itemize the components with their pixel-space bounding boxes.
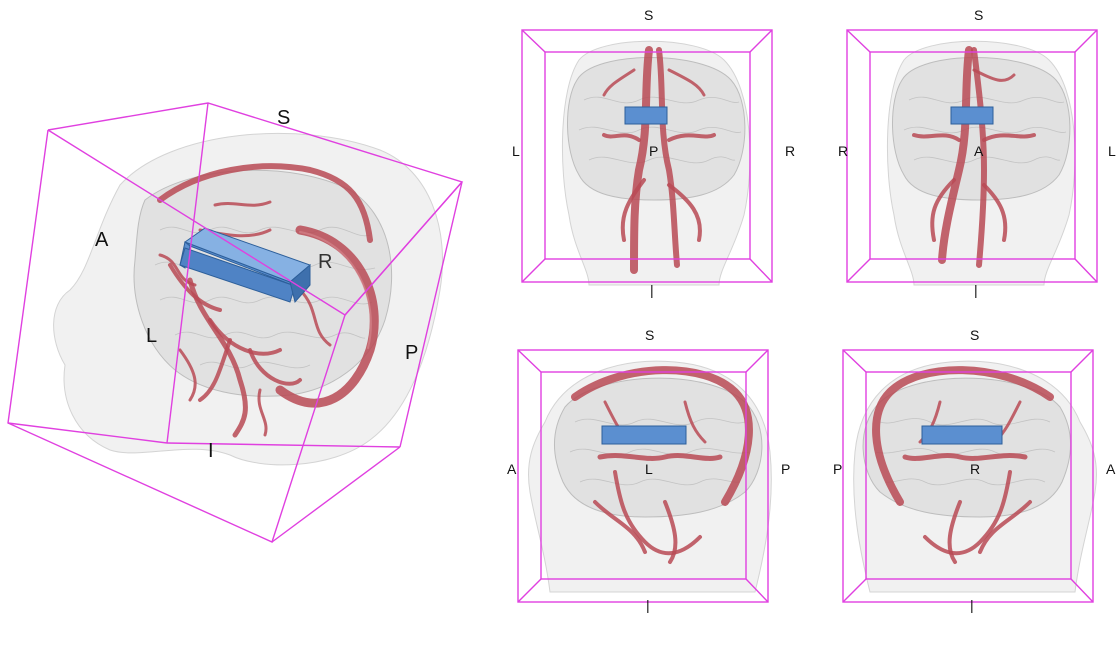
view-label-bottom: | xyxy=(974,282,978,298)
view-label-right: P xyxy=(781,461,791,477)
main-label-p: P xyxy=(405,342,419,364)
view-label-top: S xyxy=(645,327,655,343)
view-label-center: R xyxy=(970,461,981,477)
main-label-s: S xyxy=(277,107,291,129)
view-right-lateral[interactable]: S P A R | xyxy=(830,322,1118,612)
view-label-top: S xyxy=(970,327,980,343)
bounding-box xyxy=(846,29,1098,283)
view-label-top: S xyxy=(974,7,984,23)
view-label-left: P xyxy=(833,461,843,477)
view-anterior[interactable]: S R L A | xyxy=(834,0,1118,300)
view-posterior[interactable]: S L R P | xyxy=(509,0,809,300)
probe-box xyxy=(921,425,1003,445)
bounding-box xyxy=(517,349,769,603)
main-label-i: I xyxy=(208,440,214,462)
view-label-right: A xyxy=(1106,461,1116,477)
probe-box xyxy=(624,106,668,125)
view-label-left: L xyxy=(512,143,520,159)
main-label-l: L xyxy=(146,325,158,347)
bounding-box xyxy=(7,102,464,543)
probe-box xyxy=(601,425,687,445)
view-left-lateral[interactable]: S A P L | xyxy=(505,322,805,612)
view-label-right: L xyxy=(1108,143,1116,159)
probe-box xyxy=(950,106,994,125)
main-3d-view[interactable] xyxy=(0,90,500,650)
view-label-top: S xyxy=(644,7,654,23)
view-label-center: L xyxy=(645,461,653,477)
main-label-r: R xyxy=(318,251,333,273)
render-stage: S A R L P I S L R xyxy=(7,0,1118,612)
bounding-box xyxy=(842,349,1094,603)
view-label-bottom: | xyxy=(646,597,650,613)
vessel-tree xyxy=(912,46,1036,268)
view-label-bottom: | xyxy=(650,282,654,298)
view-label-right: R xyxy=(785,143,796,159)
view-label-center: A xyxy=(974,143,984,159)
view-label-left: A xyxy=(507,461,517,477)
vessel-tree xyxy=(602,46,716,274)
view-label-bottom: | xyxy=(970,597,974,613)
view-label-left: R xyxy=(838,143,849,159)
bounding-box xyxy=(521,29,773,283)
view-label-center: P xyxy=(649,143,659,159)
vessel-tree xyxy=(157,163,379,438)
main-label-a: A xyxy=(95,229,109,251)
